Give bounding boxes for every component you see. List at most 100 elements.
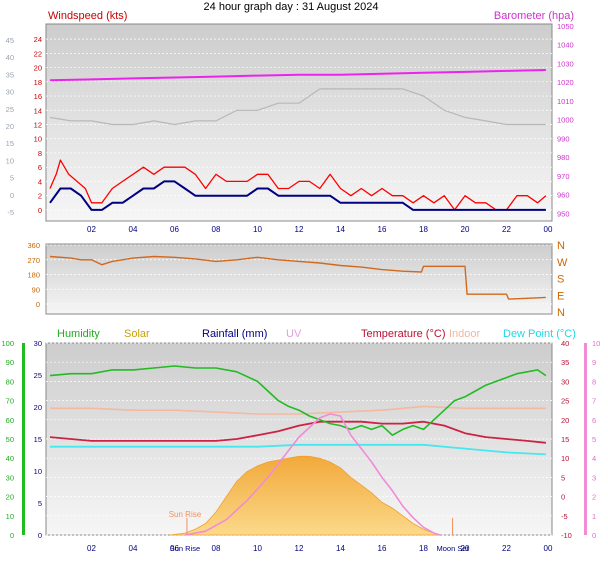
temperature-tick-label: 35 (561, 358, 569, 367)
barometer-tick-label: 980 (557, 153, 570, 162)
wind-tick-label: 18 (34, 78, 42, 87)
temperature-x-tick-label: 08 (212, 544, 221, 553)
wind-gust-line (49, 159, 547, 211)
legend-dew-point: Dew Point (°C) (503, 328, 576, 340)
temperature-line (49, 420, 546, 444)
wind-tick-label: 10 (34, 135, 42, 144)
sun-moon-annotations: Sun Rise Sun Rise Moon Set (169, 510, 470, 553)
humidity-tick-label: 90 (6, 358, 14, 367)
rainfall-tick-label: 0 (38, 531, 42, 540)
uv-tick-label: 5 (592, 435, 596, 444)
direction-compass-label: W (557, 257, 568, 269)
wind-outer-tick-label: 0 (10, 191, 14, 200)
wind-tick-label: 8 (38, 149, 42, 158)
wind-outer-tick-label: 30 (6, 88, 14, 97)
wind-tick-label: 6 (38, 163, 42, 172)
wind-outer-tick-label: 5 (10, 174, 14, 183)
wind-outer-tick-label: 35 (6, 70, 14, 79)
wind-outer-tick-label: 20 (6, 122, 14, 131)
legend-uv: UV (286, 328, 302, 340)
wind-outer-tick-label: 40 (6, 53, 14, 62)
wind-tick-label: 16 (34, 92, 42, 101)
humidity-tick-label: 60 (6, 416, 14, 425)
rainfall-tick-label: 10 (34, 467, 42, 476)
temperature-x-tick-label: 06 (170, 544, 179, 553)
temperature-tick-label: 15 (561, 435, 569, 444)
humidity-tick-label: 20 (6, 493, 14, 502)
panel-direction-background (45, 243, 553, 315)
wind-x-tick-label: 00 (544, 225, 553, 234)
barometer-tick-label: 950 (557, 209, 570, 218)
direction-tick-label: 90 (32, 285, 40, 294)
barometer-tick-label: 1050 (557, 22, 574, 31)
wind-x-tick-label: 08 (212, 225, 221, 234)
wind-x-tick-label: 18 (419, 225, 428, 234)
wind-x-tick-label: 16 (378, 225, 387, 234)
temperature-gridlines (46, 342, 552, 536)
temperature-x-tick-label: 04 (129, 544, 138, 553)
temperature-tick-label: 5 (561, 473, 565, 482)
barometer-axis-label: Barometer (hpa) (494, 10, 574, 22)
uv-tick-label: 9 (592, 358, 596, 367)
wind-tick-label: 22 (34, 49, 42, 58)
humidity-tick-label: 100 (1, 339, 14, 348)
wind-tick-label: 4 (38, 177, 42, 186)
wind-x-tick-label: 04 (129, 225, 138, 234)
direction-compass-label: E (557, 290, 564, 302)
uv-tick-label: 4 (592, 454, 596, 463)
rainfall-tick-label: 25 (34, 371, 42, 380)
temperature-tick-label: -5 (561, 512, 568, 521)
uv-tick-label: 10 (592, 339, 600, 348)
indoor-temperature-line (50, 405, 546, 415)
barometer-tick-label: 1010 (557, 97, 574, 106)
direction-gridlines (46, 244, 552, 305)
temperature-panel-series (49, 365, 547, 536)
wind-direction-line (49, 255, 546, 300)
wind-tick-label: 12 (34, 121, 42, 130)
wind-average-line (49, 180, 546, 211)
uv-tick-label: 8 (592, 377, 596, 386)
wind-tick-label: 20 (34, 64, 42, 73)
wind-x-tick-label: 12 (295, 225, 304, 234)
uv-tick-label: 2 (592, 493, 596, 502)
uv-index-line (184, 413, 441, 536)
direction-tick-label: 360 (27, 241, 40, 250)
temperature-x-tick-label: 18 (419, 544, 428, 553)
wind-outer-tick-label: 25 (6, 105, 14, 114)
wind-outer-tick-label: 10 (6, 156, 14, 165)
temperature-tick-label: -10 (561, 531, 572, 540)
wind-tick-label: 2 (38, 192, 42, 201)
direction-compass-label: S (557, 274, 564, 286)
humidity-tick-label: 50 (6, 435, 14, 444)
direction-tick-label: 180 (27, 271, 40, 280)
uv-tick-label: 0 (592, 531, 596, 540)
temperature-x-tick-label: 02 (87, 544, 96, 553)
temperature-x-tick-label: 14 (336, 544, 345, 553)
humidity-tick-label: 0 (10, 531, 14, 540)
barometer-tick-label: 1040 (557, 41, 574, 50)
axis-tick-labels: 242220181614121086420454035302520151050-… (1, 22, 600, 553)
barometer-tick-label: 970 (557, 172, 570, 181)
wind-tick-label: 24 (34, 35, 42, 44)
solar-area (170, 455, 441, 536)
wind-outer-tick-label: -5 (7, 208, 14, 217)
uv-tick-label: 7 (592, 397, 596, 406)
rainfall-tick-label: 20 (34, 403, 42, 412)
humidity-tick-label: 10 (6, 512, 14, 521)
barometer-tick-label: 990 (557, 134, 570, 143)
temperature-tick-label: 25 (561, 397, 569, 406)
uv-tick-label: 1 (592, 512, 596, 521)
legend-indoor: Indoor (449, 328, 481, 340)
humidity-tick-label: 40 (6, 454, 14, 463)
temperature-tick-label: 40 (561, 339, 569, 348)
temperature-x-tick-label: 12 (295, 544, 304, 553)
legend-solar: Solar (124, 328, 150, 340)
wind-x-tick-label: 20 (461, 225, 470, 234)
uv-tick-label: 6 (592, 416, 596, 425)
humidity-tick-label: 70 (6, 397, 14, 406)
wind-x-tick-label: 22 (502, 225, 511, 234)
windspeed-axis-label: Windspeed (kts) (48, 10, 127, 22)
barometer-tick-label: 1030 (557, 59, 574, 68)
temperature-x-tick-label: 16 (378, 544, 387, 553)
temperature-x-tick-label: 20 (461, 544, 470, 553)
